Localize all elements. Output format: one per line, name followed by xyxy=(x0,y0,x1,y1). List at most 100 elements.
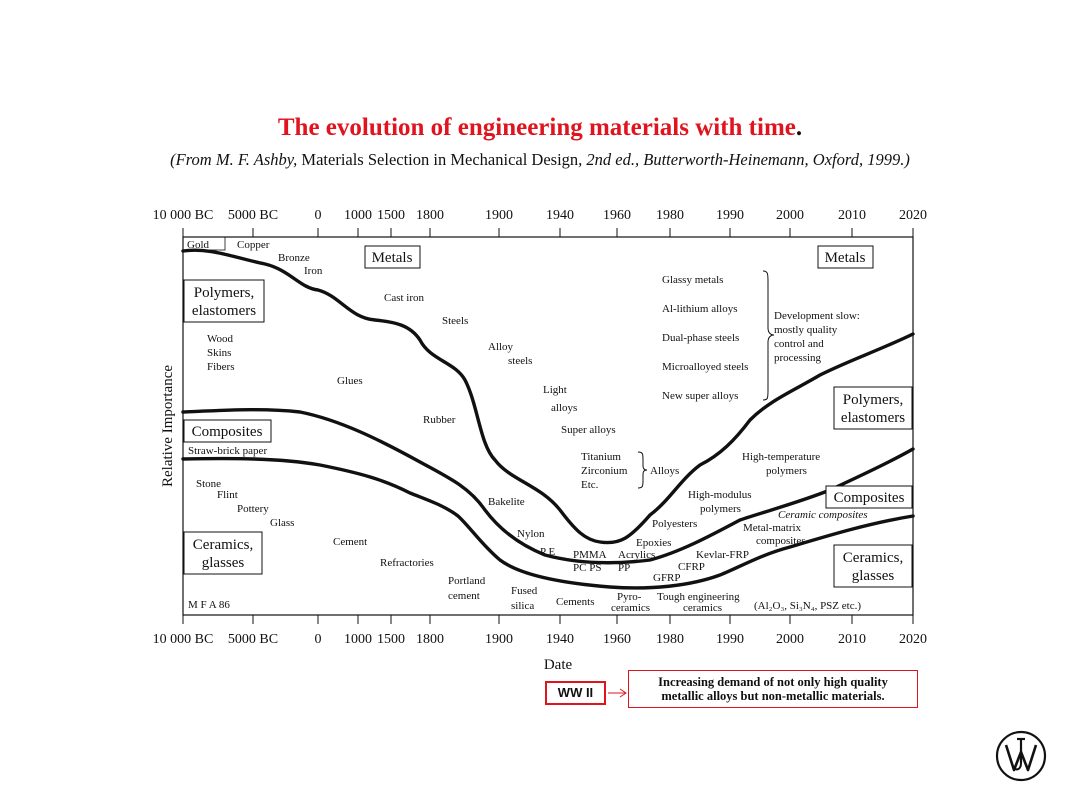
label-skins: Skins xyxy=(207,347,231,359)
ceramics-curve xyxy=(181,456,915,590)
title-text: The evolution of engineering materials w… xyxy=(277,114,796,141)
label-cements: Cements xyxy=(556,596,595,608)
top-tick-label: 0 xyxy=(315,208,322,223)
polymers-right-label-1: Polymers, xyxy=(843,392,903,408)
top-tick-label: 2000 xyxy=(776,208,804,223)
label-pc-ps: PC PS xyxy=(573,562,601,574)
label-straw-brick: Straw-brick paper xyxy=(188,445,267,457)
label-new-super: New super alloys xyxy=(662,390,738,402)
label-zirconium: Zirconium xyxy=(581,465,628,477)
x-axis-label: Date xyxy=(544,657,573,673)
y-axis-label: Relative Importance xyxy=(160,365,176,487)
bottom-tick-label: 1800 xyxy=(416,632,444,647)
metals-left-box xyxy=(364,245,421,269)
bottom-tick-label: 0 xyxy=(315,632,322,647)
label-gfrp: GFRP xyxy=(653,572,681,584)
slide-title: The evolution of engineering materials w… xyxy=(0,114,1080,142)
ceramics-left-label-1: Ceramics, xyxy=(193,537,253,553)
label-pottery: Pottery xyxy=(237,503,269,515)
label-mfa: M F A 86 xyxy=(188,599,230,611)
label-tough-ceramics: ceramics xyxy=(683,602,722,614)
label-portland-cement: cement xyxy=(448,590,480,602)
title-period: . xyxy=(795,114,803,141)
metals-right-box xyxy=(817,245,874,269)
bottom-tick-label: 2010 xyxy=(838,632,866,647)
ceramics-left-label-2: glasses xyxy=(202,555,245,571)
bottom-tick-label: 1500 xyxy=(377,632,405,647)
demand-note-line-2: metallic alloys but non-metallic materia… xyxy=(661,689,885,703)
polymers-curve xyxy=(181,408,915,565)
label-al2o3: (Al₂O₃, Si₃N₄, PSZ etc.) xyxy=(754,600,861,612)
top-tick-label: 2020 xyxy=(899,208,927,223)
label-super-alloys: Super alloys xyxy=(561,424,616,436)
top-tick-label: 1980 xyxy=(656,208,684,223)
top-tick-label: 10 000 BC xyxy=(153,208,214,223)
bottom-tick-marks xyxy=(182,615,914,624)
polymers-left-box xyxy=(183,279,265,323)
demand-note-line-1: Increasing demand of not only high quali… xyxy=(658,675,888,689)
label-iron: Iron xyxy=(304,265,323,277)
ceramics-right-label-2: glasses xyxy=(852,568,895,584)
label-pyro: Pyro- xyxy=(617,591,642,603)
label-dev-3: control and xyxy=(774,338,824,350)
top-tick-label: 1500 xyxy=(377,208,405,223)
bottom-tick-label: 1940 xyxy=(546,632,574,647)
label-cement: Cement xyxy=(333,536,367,548)
label-ceramic-composites: Ceramic composites xyxy=(778,509,868,521)
bottom-tick-label: 1000 xyxy=(344,632,372,647)
top-tick-label: 1940 xyxy=(546,208,574,223)
composites-left-box xyxy=(183,419,272,443)
metals-left-label: Metals xyxy=(372,250,413,266)
polymers-right-box xyxy=(833,386,913,430)
label-fused: Fused xyxy=(511,585,538,597)
label-refractories: Refractories xyxy=(380,557,434,569)
label-acrylics: Acrylics xyxy=(618,549,655,561)
bottom-tick-label: 2020 xyxy=(899,632,927,647)
label-glues: Glues xyxy=(337,375,363,387)
label-kevlar: Kevlar-FRP xyxy=(696,549,749,561)
label-cast-iron: Cast iron xyxy=(384,292,425,304)
wiley-logo-icon xyxy=(995,730,1047,782)
label-high-modulus: High-modulus xyxy=(688,489,752,501)
ww2-callout: WW II xyxy=(545,681,606,705)
label-light-alloys: alloys xyxy=(551,402,577,414)
ceramics-right-box xyxy=(833,544,913,588)
bottom-tick-label: 5000 BC xyxy=(228,632,278,647)
label-pmma: PMMA xyxy=(573,549,607,561)
label-etc: Etc. xyxy=(581,479,599,491)
label-polyesters: Polyesters xyxy=(652,518,697,530)
top-tick-label: 2010 xyxy=(838,208,866,223)
top-tick-label: 1900 xyxy=(485,208,513,223)
composites-left-label: Composites xyxy=(192,424,263,440)
label-pyro-ceramics: ceramics xyxy=(611,602,650,614)
polymers-left-label-1: Polymers, xyxy=(194,285,254,301)
label-bronze: Bronze xyxy=(278,252,310,264)
composites-right-label: Composites xyxy=(834,490,905,506)
label-steels: Steels xyxy=(442,315,468,327)
subtitle-part1: (From M. F. Ashby, xyxy=(170,150,302,169)
label-pe: P E xyxy=(540,546,555,558)
polymers-right-label-2: elastomers xyxy=(841,410,905,426)
label-flint: Flint xyxy=(217,489,238,501)
label-stone: Stone xyxy=(196,478,221,490)
top-tick-label: 1990 xyxy=(716,208,744,223)
label-pp: PP xyxy=(618,562,630,574)
label-glass: Glass xyxy=(270,517,294,529)
label-epoxies: Epoxies xyxy=(636,537,671,549)
label-alloy-steels: steels xyxy=(508,355,532,367)
label-microalloyed: Microalloyed steels xyxy=(662,361,748,373)
bottom-tick-label: 2000 xyxy=(776,632,804,647)
demand-note-box: Increasing demand of not only high quali… xyxy=(628,670,918,708)
polymers-left-label-2: elastomers xyxy=(192,303,256,319)
subtitle-book-title: Materials Selection in Mechanical Design xyxy=(301,150,579,169)
label-dev-4: processing xyxy=(774,352,822,364)
development-brace xyxy=(762,270,775,401)
gold-box xyxy=(182,236,226,251)
metals-right-label: Metals xyxy=(825,250,866,266)
top-tick-marks xyxy=(182,228,914,237)
ceramics-right-label-1: Ceramics, xyxy=(843,550,903,566)
top-tick-label: 5000 BC xyxy=(228,208,278,223)
label-al-lithium: Al-lithium alloys xyxy=(662,303,737,315)
label-metal-matrix: Metal-matrix xyxy=(743,522,802,534)
label-portland: Portland xyxy=(448,575,486,587)
